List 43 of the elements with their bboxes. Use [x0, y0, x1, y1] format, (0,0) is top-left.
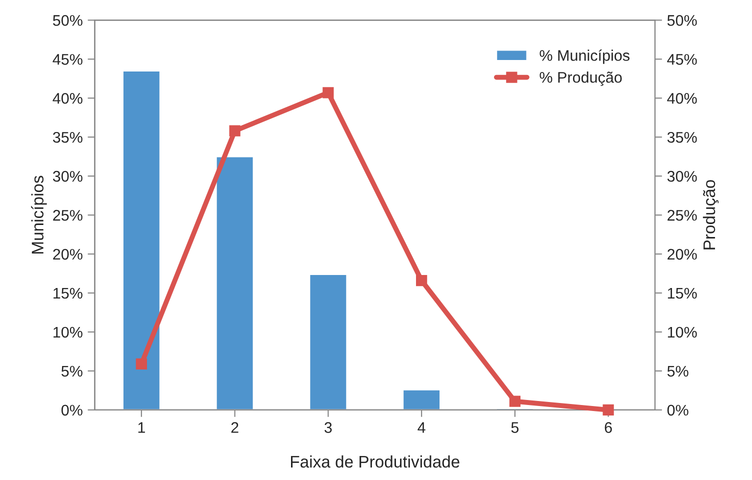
point: [136, 358, 147, 370]
y-tick-label: 0%: [61, 404, 82, 416]
y-tick-label: 35%: [52, 132, 82, 143]
bar: [308, 274, 348, 410]
x-tick-label: 2: [231, 422, 238, 433]
y2-tick-label: 0%: [667, 404, 688, 416]
y2-tick-label: 45%: [667, 54, 697, 65]
y-tick-label: 50%: [52, 15, 82, 26]
y-tick-label: 30%: [52, 170, 82, 182]
y-axis-title: Municípios: [31, 176, 47, 254]
y2-tick-label: 40%: [667, 92, 697, 104]
legend-label: % Municípios: [540, 50, 630, 64]
point: [322, 87, 334, 98]
bar: [215, 156, 254, 410]
y2-tick-label: 20%: [668, 248, 697, 260]
x-tick-label: 6: [604, 422, 612, 433]
bar: [122, 70, 161, 410]
y-tick-label: 5%: [61, 366, 82, 377]
y2-tick-label: 35%: [667, 132, 697, 143]
point: [602, 404, 614, 416]
y2-tick-label: 30%: [667, 170, 697, 182]
y2-tick-label: 50%: [667, 15, 697, 26]
x-tick-label: 1: [138, 422, 145, 433]
x-axis-title: Faixa de Produtividade: [291, 455, 460, 468]
x-tick-label: 4: [418, 422, 426, 433]
y-tick-label: 15%: [54, 288, 82, 299]
y-tick-label: 45%: [52, 54, 82, 65]
point: [229, 125, 240, 136]
y-tick-label: 25%: [53, 210, 82, 221]
y2-tick-label: 25%: [668, 210, 697, 221]
y2-tick-label: 15%: [668, 288, 697, 299]
legend-label: % Produção: [540, 72, 622, 86]
y-tick-label: 40%: [52, 92, 82, 104]
x-tick-label: 3: [324, 422, 332, 433]
point: [416, 274, 428, 286]
y-tick-label: 20%: [53, 248, 82, 260]
bar: [402, 388, 441, 410]
y-tick-label: 10%: [54, 326, 82, 338]
y2-axis-title: Produção: [702, 180, 719, 250]
y2-tick-label: 10%: [668, 326, 697, 338]
y2-tick-label: 5%: [667, 366, 688, 377]
x-tick-label: 5: [511, 422, 519, 433]
point: [509, 396, 520, 407]
